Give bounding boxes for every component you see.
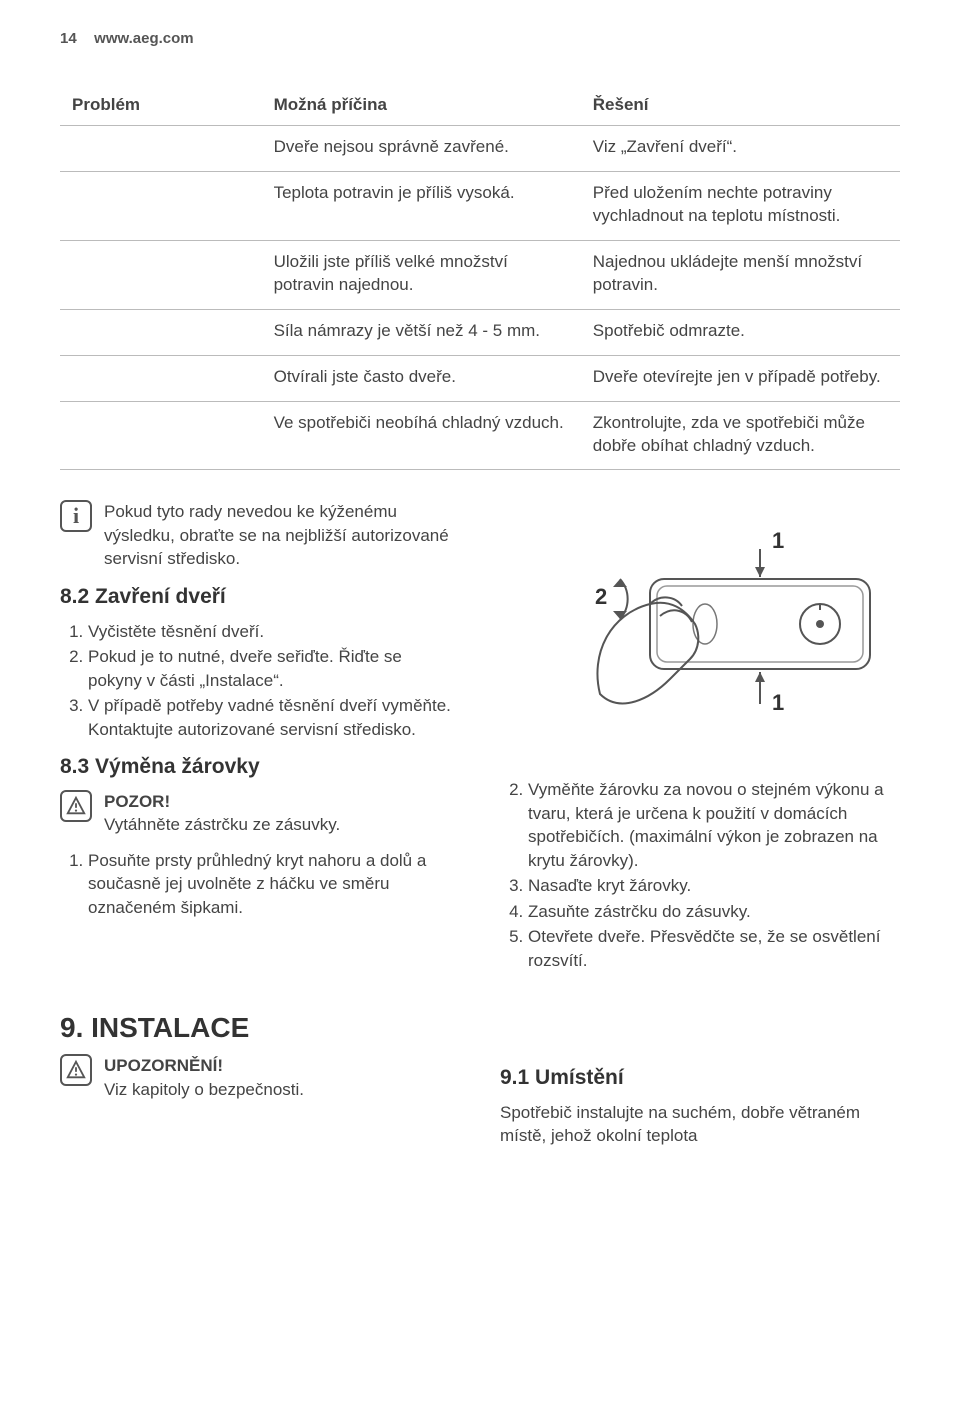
heading-8-2: 8.2 Zavření dveří bbox=[60, 583, 460, 612]
right-column: 1 2 1 Vyměňte žárovku za novou o stejném… bbox=[500, 500, 900, 984]
table-row: Ve spotřebiči neobíhá chladný vzduch. Zk… bbox=[60, 401, 900, 470]
bulb-cover-illustration: 1 2 1 bbox=[500, 504, 900, 764]
list-item: Posuňte prsty průhledný kryt nahoru a do… bbox=[88, 849, 460, 919]
list-item: V případě potřeby vadné těsnění dveří vy… bbox=[88, 694, 460, 741]
info-note: i Pokud tyto rady nevedou ke kýženému vý… bbox=[60, 500, 460, 570]
list-8-3: Posuňte prsty průhledný kryt nahoru a do… bbox=[60, 849, 460, 919]
list-8-3-cont: Vyměňte žárovku za novou o stejném výkon… bbox=[500, 778, 900, 972]
illus-label-1b: 1 bbox=[772, 690, 784, 715]
table-header-row: Problém Možná příčina Řešení bbox=[60, 87, 900, 126]
cell-solution: Viz „Zavření dveří“. bbox=[581, 126, 900, 172]
table-row: Uložili jste příliš velké množství potra… bbox=[60, 240, 900, 309]
info-note-text: Pokud tyto rady nevedou ke kýženému výsl… bbox=[104, 500, 460, 570]
section-9-right: 9.1 Umístění Spotřebič instalujte na suc… bbox=[500, 1054, 900, 1148]
section-9-columns: UPOZORNĚNÍ! Viz kapitoly o bezpečnosti. … bbox=[60, 1054, 900, 1148]
list-item: Pokud je to nutné, dveře seřiďte. Řiďte … bbox=[88, 645, 460, 692]
two-column-layout: i Pokud tyto rady nevedou ke kýženému vý… bbox=[60, 500, 900, 984]
caution-text-block: POZOR! Vytáhněte zástrčku ze zásuvky. bbox=[104, 790, 340, 837]
illus-label-2: 2 bbox=[595, 584, 607, 609]
caution-text: Vytáhněte zástrčku ze zásuvky. bbox=[104, 815, 340, 834]
th-solution: Řešení bbox=[581, 87, 900, 126]
cell-problem bbox=[60, 171, 262, 240]
list-item: Vyčistěte těsnění dveří. bbox=[88, 620, 460, 643]
table-row: Otvírali jste často dveře. Dveře otevíre… bbox=[60, 355, 900, 401]
cell-cause: Dveře nejsou správně zavřené. bbox=[262, 126, 581, 172]
troubleshoot-table: Problém Možná příčina Řešení Dveře nejso… bbox=[60, 87, 900, 470]
table-row: Síla námrazy je větší než 4 - 5 mm. Spot… bbox=[60, 309, 900, 355]
cell-problem bbox=[60, 309, 262, 355]
warning-icon bbox=[60, 1054, 92, 1086]
page: 14 www.aeg.com Problém Možná příčina Řeš… bbox=[0, 0, 960, 1428]
cell-problem bbox=[60, 126, 262, 172]
notice-note: UPOZORNĚNÍ! Viz kapitoly o bezpečnosti. bbox=[60, 1054, 460, 1101]
table-row: Dveře nejsou správně zavřené. Viz „Zavře… bbox=[60, 126, 900, 172]
list-item: Vyměňte žárovku za novou o stejném výkon… bbox=[528, 778, 900, 872]
info-icon: i bbox=[60, 500, 92, 532]
cell-problem bbox=[60, 240, 262, 309]
cell-cause: Uložili jste příliš velké množství potra… bbox=[262, 240, 581, 309]
cell-cause: Ve spotřebiči neobíhá chladný vzduch. bbox=[262, 401, 581, 470]
notice-text: Viz kapitoly o bezpečnosti. bbox=[104, 1080, 304, 1099]
heading-9: 9. INSTALACE bbox=[60, 1012, 900, 1044]
page-number: 14 bbox=[60, 30, 90, 47]
caution-note: POZOR! Vytáhněte zástrčku ze zásuvky. bbox=[60, 790, 460, 837]
caution-label: POZOR! bbox=[104, 792, 170, 811]
th-problem: Problém bbox=[60, 87, 262, 126]
list-item: Zasuňte zástrčku do zásuvky. bbox=[528, 900, 900, 923]
illus-label-1a: 1 bbox=[772, 528, 784, 553]
list-item: Otevřete dveře. Přesvědčte se, že se osv… bbox=[528, 925, 900, 972]
th-cause: Možná příčina bbox=[262, 87, 581, 126]
table-row: Teplota potravin je příliš vysoká. Před … bbox=[60, 171, 900, 240]
cell-solution: Zkontrolujte, zda ve spotřebiči může dob… bbox=[581, 401, 900, 470]
list-item: Nasaďte kryt žárovky. bbox=[528, 874, 900, 897]
paragraph-9-1: Spotřebič instalujte na suchém, dobře vě… bbox=[500, 1101, 900, 1148]
cell-problem bbox=[60, 355, 262, 401]
cell-solution: Spotřebič odmrazte. bbox=[581, 309, 900, 355]
cell-solution: Najednou ukládejte menší množství potrav… bbox=[581, 240, 900, 309]
notice-text-block: UPOZORNĚNÍ! Viz kapitoly o bezpečnosti. bbox=[104, 1054, 304, 1101]
cell-solution: Před uložením nechte potraviny vychladno… bbox=[581, 171, 900, 240]
cell-cause: Teplota potravin je příliš vysoká. bbox=[262, 171, 581, 240]
cell-solution: Dveře otevírejte jen v případě potřeby. bbox=[581, 355, 900, 401]
cell-cause: Síla námrazy je větší než 4 - 5 mm. bbox=[262, 309, 581, 355]
section-9: 9. INSTALACE UPOZORNĚNÍ! Viz kapitoly o … bbox=[60, 1012, 900, 1148]
section-9-left: UPOZORNĚNÍ! Viz kapitoly o bezpečnosti. bbox=[60, 1054, 460, 1148]
page-header: 14 www.aeg.com bbox=[60, 30, 900, 47]
heading-8-3: 8.3 Výměna žárovky bbox=[60, 753, 460, 782]
left-column: i Pokud tyto rady nevedou ke kýženému vý… bbox=[60, 500, 460, 984]
notice-label: UPOZORNĚNÍ! bbox=[104, 1056, 223, 1075]
list-8-2: Vyčistěte těsnění dveří. Pokud je to nut… bbox=[60, 620, 460, 741]
heading-9-1: 9.1 Umístění bbox=[500, 1064, 900, 1093]
warning-icon bbox=[60, 790, 92, 822]
header-url: www.aeg.com bbox=[94, 30, 193, 47]
cell-problem bbox=[60, 401, 262, 470]
cell-cause: Otvírali jste často dveře. bbox=[262, 355, 581, 401]
